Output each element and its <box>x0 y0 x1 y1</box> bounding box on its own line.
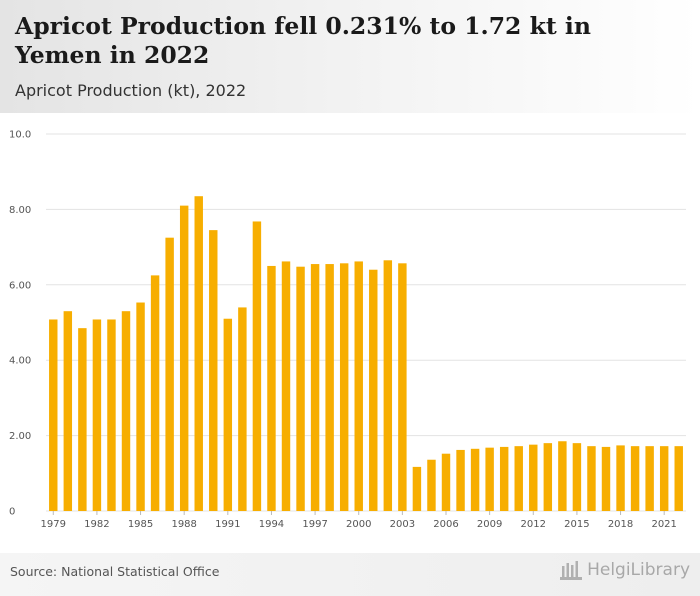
x-tick-label: 1982 <box>84 519 109 530</box>
x-tick-label: 2003 <box>390 519 415 530</box>
bar-2009 <box>485 447 494 511</box>
bar-2002 <box>383 260 393 511</box>
y-tick-label: 6.00 <box>9 280 31 291</box>
bar-2005 <box>427 459 436 511</box>
bar-2000 <box>354 261 363 511</box>
footer: Source: National Statistical Office Helg… <box>0 553 700 596</box>
bar-2013 <box>543 443 553 511</box>
bar-1999 <box>339 263 349 511</box>
header-banner: Apricot Production fell 0.231% to 1.72 k… <box>0 0 700 113</box>
library-icon <box>560 561 583 580</box>
bar-1981 <box>78 328 87 511</box>
bar-1984 <box>121 311 131 511</box>
bar-2010 <box>499 446 509 511</box>
bar-2001 <box>369 269 378 511</box>
bar-1982 <box>92 319 102 511</box>
bar-2019 <box>630 446 640 511</box>
bar-1987 <box>165 237 174 511</box>
bar-2018 <box>616 445 625 511</box>
chart-title: Apricot Production fell 0.231% to 1.72 k… <box>15 12 591 69</box>
bar-2012 <box>529 444 538 511</box>
bar-1993 <box>252 221 262 511</box>
y-tick-label: 4.00 <box>9 356 31 367</box>
x-tick-label: 2018 <box>608 519 633 530</box>
helgi-library-logo[interactable]: HelgiLibrary <box>559 559 690 581</box>
x-tick-label: 2012 <box>521 519 546 530</box>
bar-2006 <box>441 453 451 511</box>
y-tick-label: 0 <box>9 507 15 518</box>
y-axis-ticks: 0 2.00 4.00 6.00 8.00 10.0 <box>9 130 31 518</box>
bar-1989 <box>194 196 203 511</box>
x-tick-label: 2021 <box>651 519 676 530</box>
bar-2007 <box>456 449 465 511</box>
x-tick-label: 2000 <box>346 519 371 530</box>
bar-2004 <box>412 466 422 511</box>
bar-1996 <box>296 266 305 511</box>
bar-2011 <box>514 446 523 511</box>
x-tick-label: 1997 <box>302 519 327 530</box>
bar-1979 <box>49 319 58 511</box>
bars <box>49 196 683 512</box>
bar-2015 <box>572 443 582 511</box>
x-tick-label: 1994 <box>259 519 284 530</box>
bar-1980 <box>63 311 73 511</box>
bar-2017 <box>601 446 611 511</box>
bar-2022 <box>674 446 683 511</box>
bar-1986 <box>150 275 160 512</box>
x-axis-ticks: 1979 1982 1985 1988 1991 1994 1997 2000 2003 2006… <box>41 511 677 530</box>
x-tick-label: 1988 <box>171 519 196 530</box>
bar-1992 <box>238 307 247 511</box>
x-tick-label: 1979 <box>41 519 66 530</box>
bar-2008 <box>470 448 480 511</box>
bar-2021 <box>659 446 669 511</box>
y-tick-label: 2.00 <box>9 431 31 442</box>
bar-1988 <box>179 205 189 511</box>
x-tick-label: 2006 <box>433 519 458 530</box>
x-tick-label: 2015 <box>564 519 589 530</box>
bar-1994 <box>267 265 276 511</box>
bar-2014 <box>558 441 567 511</box>
bar-1995 <box>281 261 291 511</box>
bar-1991 <box>223 318 233 511</box>
bar-2020 <box>645 446 654 511</box>
chart-area: 0 2.00 4.00 6.00 8.00 10.0 1979 1982 1985 1988 19… <box>0 113 700 553</box>
bar-2003 <box>398 263 407 511</box>
y-tick-label: 8.00 <box>9 205 31 216</box>
bar-1998 <box>325 264 334 511</box>
bar-1985 <box>136 302 145 511</box>
bar-2016 <box>587 446 596 511</box>
source-note: Source: National Statistical Office <box>10 564 220 579</box>
y-tick-label: 10.0 <box>9 130 31 141</box>
logo-text: HelgiLibrary <box>587 560 690 580</box>
bar-1990 <box>209 230 218 511</box>
bar-1997 <box>310 264 320 511</box>
x-tick-label: 1985 <box>128 519 153 530</box>
chart-subtitle: Apricot Production (kt), 2022 <box>15 81 247 100</box>
bar-1983 <box>107 319 116 511</box>
x-tick-label: 2009 <box>477 519 502 530</box>
x-tick-label: 1991 <box>215 519 240 530</box>
